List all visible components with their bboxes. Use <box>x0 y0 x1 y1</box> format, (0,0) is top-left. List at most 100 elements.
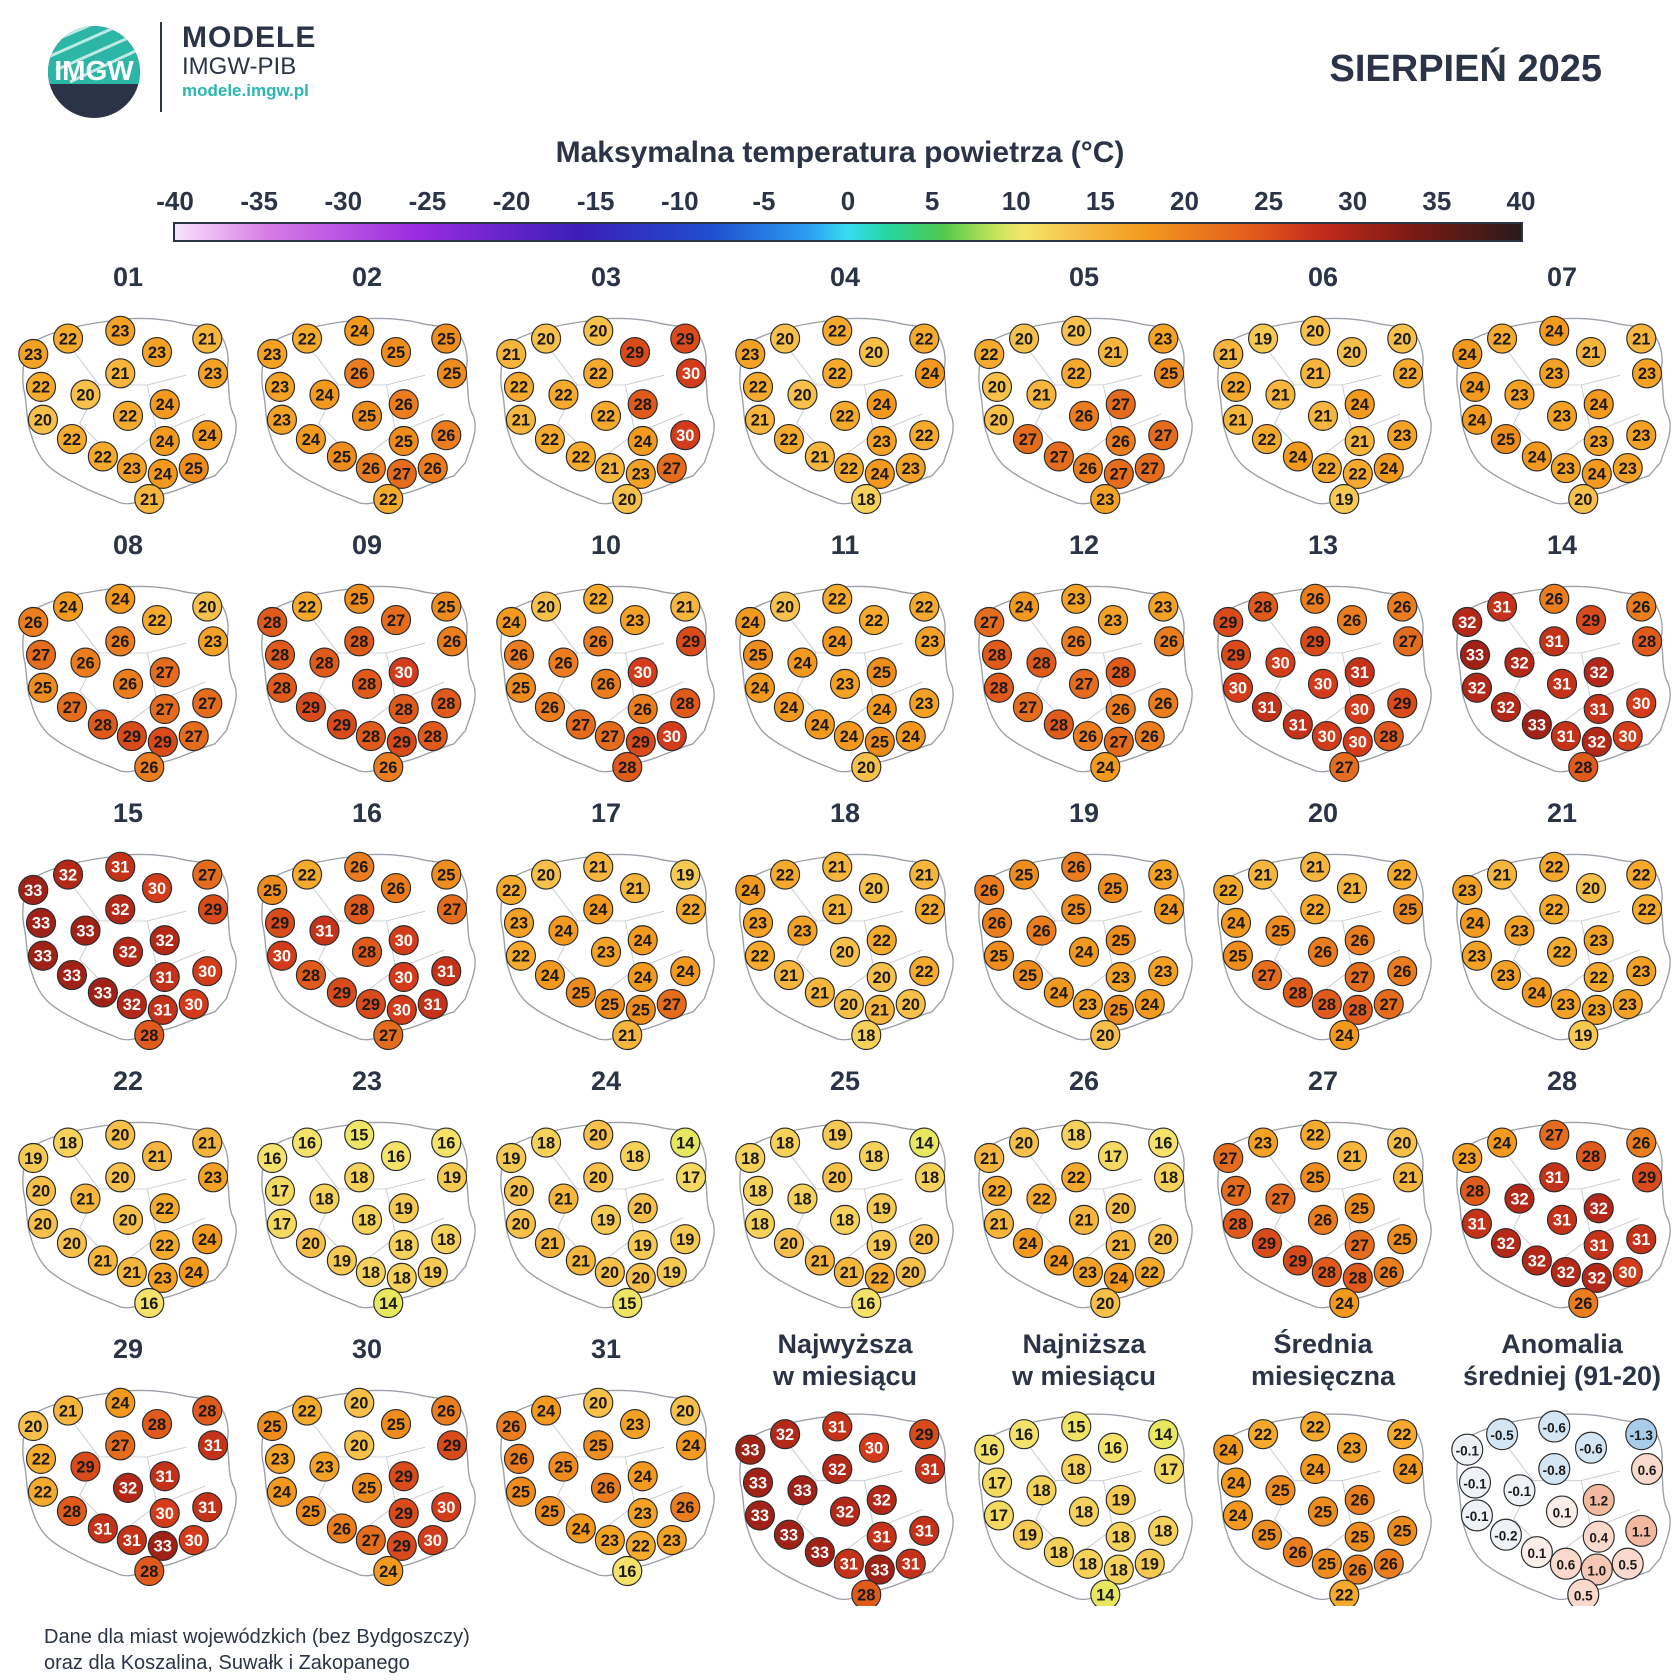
city-value: -0.1 <box>1465 1509 1489 1524</box>
city-value: 29 <box>1258 1235 1276 1253</box>
city-value: 20 <box>776 598 794 616</box>
city-value: 25 <box>1104 880 1122 898</box>
map-label: 17 <box>490 798 722 829</box>
city-marker <box>1148 688 1179 719</box>
city-marker <box>1387 1224 1418 1255</box>
city-value: 32 <box>59 866 77 884</box>
city-value: 27 <box>1075 676 1093 694</box>
city-value: 25 <box>437 330 455 348</box>
city-marker <box>70 647 101 678</box>
city-marker <box>981 907 1013 938</box>
city-value: 28 <box>263 614 281 632</box>
city-value: 24 <box>541 967 560 985</box>
city-value: 29 <box>123 728 141 746</box>
city-value: 20 <box>1343 344 1361 362</box>
city-marker <box>380 872 412 904</box>
city-value: 28 <box>140 1563 158 1581</box>
city-marker <box>1148 1419 1179 1450</box>
city-value: 21 <box>1112 1237 1130 1255</box>
city-value: 24 <box>1096 759 1115 777</box>
city-marker <box>909 1515 940 1546</box>
city-value: 22 <box>298 330 316 348</box>
city-value: 28 <box>148 1416 166 1434</box>
city-value: 26 <box>1351 1492 1369 1510</box>
city-marker <box>1300 583 1331 614</box>
city-value: 22 <box>1393 866 1411 884</box>
city-value: 23 <box>1638 365 1656 383</box>
city-value: 29 <box>393 734 411 752</box>
city-marker <box>829 936 861 967</box>
city-value: 23 <box>204 365 222 383</box>
city-value: 26 <box>76 654 94 672</box>
city-value: 19 <box>424 1264 442 1282</box>
city-marker <box>1265 1475 1296 1506</box>
city-marker <box>266 1476 298 1507</box>
city-value: 24 <box>1289 448 1308 466</box>
city-marker <box>914 1453 946 1485</box>
city-value: 23 <box>1468 948 1486 966</box>
city-value: 26 <box>24 614 42 632</box>
city-marker <box>675 1430 707 1461</box>
city-marker <box>787 1183 818 1214</box>
city-marker <box>1452 338 1483 370</box>
city-value: 23 <box>1079 1264 1097 1282</box>
city-value: 32 <box>1528 1252 1546 1270</box>
city-value: 19 <box>502 1150 520 1168</box>
city-value: 23 <box>921 633 939 651</box>
city-marker <box>112 1204 144 1235</box>
city-marker <box>1583 1229 1614 1261</box>
city-value: 31 <box>315 922 333 940</box>
city-value: 25 <box>1497 431 1515 449</box>
city-marker <box>864 1554 895 1585</box>
city-marker <box>1458 1466 1492 1499</box>
city-marker <box>619 336 651 368</box>
city-value: 25 <box>1318 1556 1336 1574</box>
city-marker <box>1103 1262 1134 1293</box>
day-map-30: 30 25 20 22 25 26 29 23 23 20 29 25 30 24 25 26 29 27 29 30… <box>251 1334 483 1602</box>
city-marker <box>1539 626 1570 657</box>
city-value: 27 <box>1545 1127 1563 1145</box>
city-marker <box>866 1229 897 1261</box>
city-value: 26 <box>1075 408 1093 426</box>
city-value: 33 <box>749 1474 767 1492</box>
city-value: 18 <box>857 1027 875 1045</box>
city-marker <box>192 1224 223 1255</box>
map-label-line: 11 <box>830 530 860 560</box>
city-marker <box>1282 709 1313 740</box>
city-marker <box>70 1451 101 1482</box>
city-value: 20 <box>589 1127 607 1145</box>
city-marker <box>264 1175 296 1206</box>
city-value: 18 <box>395 1237 413 1255</box>
city-value: 23 <box>123 460 141 478</box>
city-value: 26 <box>350 365 368 383</box>
city-marker <box>1090 1287 1121 1319</box>
brand-url[interactable]: modele.imgw.pl <box>182 81 309 100</box>
city-value: 28 <box>1349 1270 1367 1288</box>
city-value: 28 <box>273 680 291 698</box>
map-label: 28 <box>1446 1066 1678 1097</box>
city-value: 31 <box>94 1520 112 1538</box>
city-marker <box>70 915 101 946</box>
map-label: 03 <box>490 262 722 293</box>
city-marker <box>70 1183 101 1214</box>
city-marker <box>773 1519 805 1550</box>
map-label: Średnia miesięczna <box>1207 1328 1439 1392</box>
city-marker <box>295 423 327 455</box>
city-marker <box>417 1256 448 1288</box>
city-marker <box>627 425 658 457</box>
city-value: 29 <box>1582 612 1600 630</box>
city-value: 24 <box>1399 1461 1418 1479</box>
city-marker <box>1583 657 1614 688</box>
city-value: 30 <box>1314 676 1332 694</box>
city-value: 25 <box>302 1503 320 1521</box>
city-value: 29 <box>443 1437 461 1455</box>
map-label: 08 <box>12 530 244 561</box>
city-marker <box>1134 1256 1165 1288</box>
city-marker <box>388 389 419 420</box>
city-value: 24 <box>1528 984 1547 1002</box>
city-value: 15 <box>618 1295 636 1313</box>
map-label: 24 <box>490 1066 722 1097</box>
